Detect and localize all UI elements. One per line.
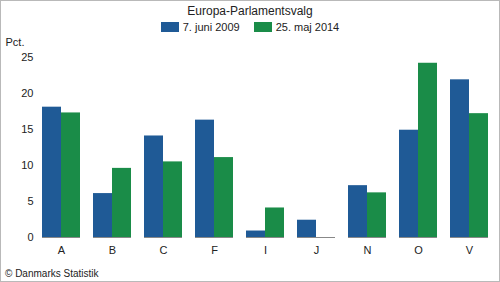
svg-text:I: I bbox=[264, 244, 267, 256]
html-text:Europa-Parlamentsvalg: Europa-Parlamentsvalg bbox=[187, 4, 313, 18]
svg-text:20: 20 bbox=[21, 87, 33, 99]
svg-text:0: 0 bbox=[27, 231, 33, 243]
svg-text:B: B bbox=[109, 244, 116, 256]
svg-text:J: J bbox=[314, 244, 320, 256]
svg-text:15: 15 bbox=[21, 123, 33, 135]
html-text:25. maj 2014: 25. maj 2014 bbox=[275, 21, 340, 33]
svg-text:V: V bbox=[466, 244, 474, 256]
svg-text:O: O bbox=[414, 244, 423, 256]
svg-text:A: A bbox=[58, 244, 66, 256]
svg-text:C: C bbox=[160, 244, 168, 256]
svg-text:Pct.: Pct. bbox=[6, 36, 25, 48]
svg-text:10: 10 bbox=[21, 159, 33, 171]
svg-text:F: F bbox=[211, 244, 218, 256]
html-text:© Danmarks Statistik: © Danmarks Statistik bbox=[5, 268, 99, 279]
html-text:7. juni 2009: 7. juni 2009 bbox=[182, 21, 240, 33]
svg-text:5: 5 bbox=[27, 195, 33, 207]
svg-text:N: N bbox=[364, 244, 372, 256]
svg-text:25: 25 bbox=[21, 51, 33, 63]
